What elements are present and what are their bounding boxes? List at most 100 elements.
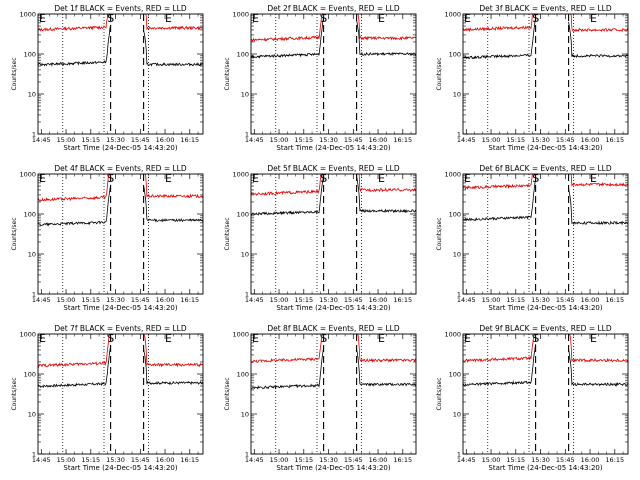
y-tick-label: 1000 [444, 171, 461, 179]
y-tick-label: 10 [241, 91, 249, 99]
y-tick-label: 1000 [444, 331, 461, 339]
y-axis-label: Counts/sec [11, 217, 18, 250]
series-lld [37, 173, 204, 202]
y-tick-label: 10 [28, 251, 36, 259]
y-tick-label: 100 [24, 371, 36, 379]
x-tick-label: 15:00 [57, 136, 76, 144]
marker-e: E [590, 12, 597, 25]
series-events [250, 16, 417, 59]
series-events [462, 17, 629, 60]
panel-title: Det 9f BLACK = Events, RED = LLD [479, 324, 612, 333]
x-tick-label: 15:45 [344, 456, 363, 464]
plot-frame [37, 333, 204, 455]
x-tick-label: 15:00 [270, 136, 289, 144]
y-tick-label: 1 [32, 131, 36, 139]
x-tick-label: 15:45 [556, 136, 575, 144]
x-tick-label: 16:15 [393, 456, 412, 464]
marker-e: E [378, 332, 385, 345]
marker-e: E [39, 332, 46, 345]
x-tick-label: 15:15 [294, 136, 313, 144]
x-tick-label: 14:45 [457, 296, 476, 304]
y-tick-label: 1 [245, 131, 249, 139]
x-tick-label: 16:15 [605, 136, 624, 144]
y-tick-label: 1 [457, 451, 461, 459]
series-lld [37, 333, 204, 369]
x-tick-label: 15:00 [270, 296, 289, 304]
y-tick-label: 1 [457, 131, 461, 139]
x-tick-label: 16:00 [581, 456, 600, 464]
x-tick-label: 16:15 [393, 136, 412, 144]
x-tick-label: 15:30 [106, 456, 125, 464]
marker-e: E [165, 172, 172, 185]
x-tick-label: 14:45 [245, 456, 264, 464]
y-tick-label: 1 [457, 291, 461, 299]
plot-frame [462, 333, 629, 455]
marker-s: S [532, 332, 539, 345]
x-tick-label: 15:15 [81, 136, 100, 144]
marker-e: E [464, 172, 471, 185]
series-lld [37, 13, 204, 32]
x-tick-label: 15:15 [81, 456, 100, 464]
x-tick-label: 16:00 [369, 456, 388, 464]
x-axis-label: Start Time (24-Dec-05 14:43:20) [276, 304, 390, 312]
x-axis-label: Start Time (24-Dec-05 14:43:20) [488, 144, 602, 152]
x-tick-label: 15:45 [131, 456, 150, 464]
x-tick-label: 15:15 [294, 456, 313, 464]
panel-det-7: Det 7f BLACK = Events, RED = LLD 1 10 100 10… [11, 324, 204, 472]
series-lld [250, 173, 417, 197]
marker-e: E [252, 12, 259, 25]
x-tick-label: 15:45 [344, 296, 363, 304]
marker-e: E [39, 12, 46, 25]
x-tick-label: 15:00 [57, 296, 76, 304]
x-axis-label: Start Time (24-Dec-05 14:43:20) [63, 464, 177, 472]
x-tick-label: 14:45 [32, 296, 51, 304]
x-tick-label: 16:00 [581, 136, 600, 144]
x-axis-label: Start Time (24-Dec-05 14:43:20) [63, 304, 177, 312]
marker-e: E [590, 332, 597, 345]
x-tick-label: 15:30 [319, 136, 338, 144]
panel-title: Det 8f BLACK = Events, RED = LLD [267, 324, 400, 333]
x-tick-label: 15:15 [81, 296, 100, 304]
x-tick-label: 16:15 [180, 296, 199, 304]
series-events [37, 345, 204, 389]
y-tick-label: 100 [24, 51, 36, 59]
x-tick-label: 15:30 [319, 296, 338, 304]
x-tick-label: 15:15 [294, 296, 313, 304]
y-tick-label: 100 [449, 51, 461, 59]
marker-e: E [252, 332, 259, 345]
plot-frame [250, 13, 417, 135]
x-tick-label: 15:15 [506, 296, 525, 304]
marker-s: S [532, 172, 539, 185]
x-tick-label: 14:45 [457, 456, 476, 464]
plot-frame [250, 173, 417, 295]
y-tick-label: 10 [28, 91, 36, 99]
y-axis-label: Counts/sec [436, 57, 443, 90]
x-tick-label: 15:00 [270, 456, 289, 464]
x-tick-label: 16:15 [180, 136, 199, 144]
y-tick-label: 1 [32, 291, 36, 299]
y-tick-label: 1000 [19, 171, 36, 179]
y-tick-label: 100 [237, 211, 249, 219]
y-tick-label: 100 [449, 211, 461, 219]
y-axis-label: Counts/sec [224, 377, 231, 410]
panel-title: Det 3f BLACK = Events, RED = LLD [479, 4, 612, 13]
x-axis-label: Start Time (24-Dec-05 14:43:20) [276, 144, 390, 152]
panel-title: Det 2f BLACK = Events, RED = LLD [267, 4, 400, 13]
series-lld [462, 13, 629, 33]
x-tick-label: 15:30 [106, 296, 125, 304]
y-tick-label: 100 [24, 211, 36, 219]
x-tick-label: 14:45 [245, 296, 264, 304]
y-tick-label: 1000 [232, 11, 249, 19]
x-tick-label: 14:45 [32, 456, 51, 464]
x-tick-label: 15:00 [57, 456, 76, 464]
series-events [37, 25, 204, 67]
series-events [462, 179, 629, 226]
marker-e: E [39, 172, 46, 185]
panel-det-3: Det 3f BLACK = Events, RED = LLD 1 10 100 10… [436, 4, 629, 152]
y-tick-label: 10 [453, 91, 461, 99]
series-lld [462, 333, 629, 363]
x-tick-label: 16:15 [393, 296, 412, 304]
plot-frame [462, 13, 629, 135]
y-tick-label: 1 [32, 451, 36, 459]
x-tick-label: 14:45 [245, 136, 264, 144]
